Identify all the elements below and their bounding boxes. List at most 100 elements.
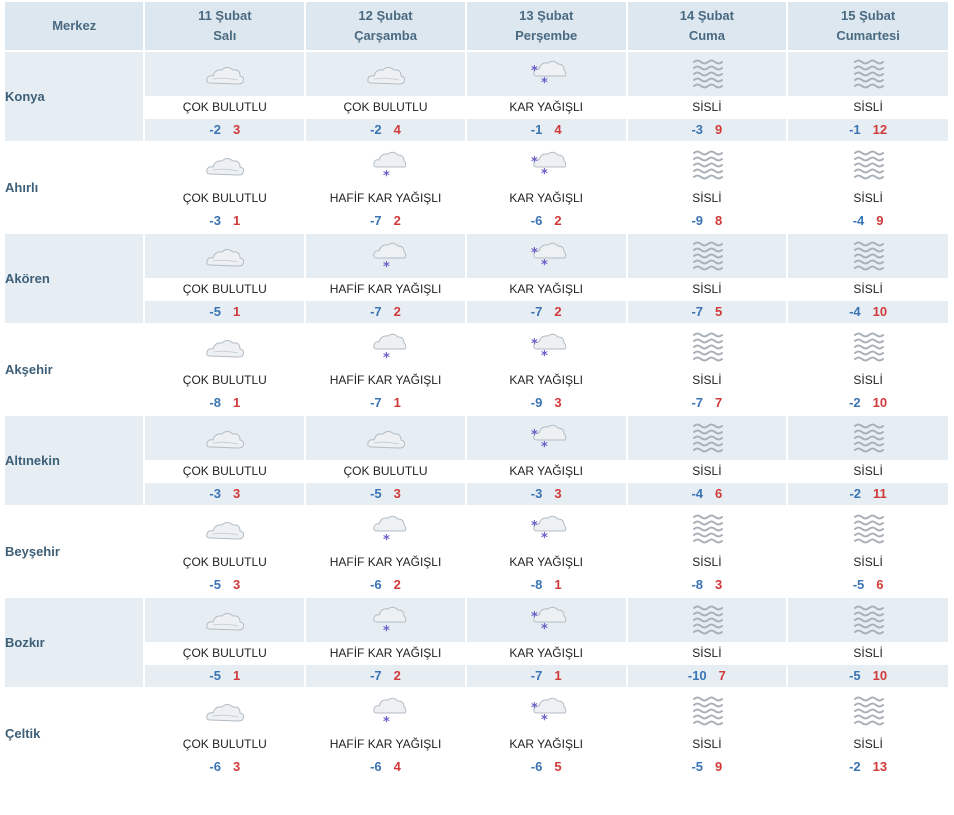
max-temperature: 1 [554,577,562,592]
day-forecast-cell: SİSLİ -5 6 [788,507,948,596]
max-temperature: 12 [872,122,888,137]
max-temperature: 3 [715,577,723,592]
svg-text:*: * [531,701,538,716]
condition-label: HAFİF KAR YAĞIŞLI [306,733,465,756]
day-forecast-cell: ÇOK BULUTLU -5 3 [306,416,465,505]
condition-label: ÇOK BULUTLU [145,369,305,392]
fog-icon [788,325,948,369]
condition-label: ÇOK BULUTLU [306,460,465,483]
condition-label: KAR YAĞIŞLI [466,642,626,665]
min-temperature: -3 [209,213,221,228]
condition-label: SİSLİ [788,187,948,210]
day-forecast-cell: SİSLİ -2 11 [788,416,948,505]
min-temperature: -4 [849,304,861,319]
day-forecast-cell: SİSLİ -9 8 [627,143,787,232]
svg-text:*: * [541,622,548,637]
city-name: Ahırlı [5,143,144,232]
temperature-range: -6 3 [145,756,305,778]
temperature-range: -3 3 [466,483,626,505]
max-temperature: 1 [232,213,241,228]
city-row: Akören ÇOK BULUTLU -5 1 * HAFİF KAR YAĞIŞLI -7… [5,234,948,323]
snow-icon: * * [466,143,626,187]
min-temperature: -7 [691,304,704,319]
min-temperature: -3 [209,486,221,501]
min-temperature: -3 [530,486,543,501]
min-temperature: -9 [691,213,704,228]
fog-icon [627,234,787,278]
condition-label: KAR YAĞIŞLI [466,369,626,392]
condition-label: SİSLİ [788,96,948,119]
day-header: 11 Şubat Salı [145,2,305,50]
day-weekday: Çarşamba [354,28,417,43]
min-temperature: -5 [209,304,221,319]
forecast-table: Merkez 11 Şubat Salı 12 Şubat Çarşamba 13 … [3,0,950,780]
fog-icon [788,598,948,642]
min-temperature: -2 [849,395,861,410]
max-temperature: 2 [393,577,401,592]
temperature-range: -5 6 [788,574,948,596]
city-name: Akşehir [5,325,144,414]
day-forecast-cell: * * KAR YAĞIŞLI -6 2 [466,143,626,232]
fog-icon [627,507,787,551]
city-row: Bozkır ÇOK BULUTLU -5 1 * HAFİF KAR YAĞIŞLI -7… [5,598,948,687]
min-temperature: -2 [209,122,221,137]
condition-label: SİSLİ [627,551,787,574]
max-temperature: 8 [715,213,723,228]
svg-text:*: * [383,351,390,365]
condition-label: HAFİF KAR YAĞIŞLI [306,187,465,210]
temperature-range: -2 10 [788,392,948,414]
city-name: Akören [5,234,144,323]
max-temperature: 4 [393,122,401,137]
temperature-range: -1 4 [466,119,626,141]
light-snow-icon: * [306,689,465,733]
day-forecast-cell: * * KAR YAĞIŞLI -6 5 [466,689,626,778]
city-name: Altınekin [5,416,144,505]
city-row: Beyşehir ÇOK BULUTLU -5 3 * HAFİF KAR YAĞIŞLI… [5,507,948,596]
min-temperature: -7 [530,304,543,319]
min-temperature: -7 [530,668,543,683]
fog-icon [788,234,948,278]
min-temperature: -4 [691,486,704,501]
max-temperature: 7 [718,668,726,683]
min-temperature: -6 [370,577,382,592]
max-temperature: 2 [554,213,562,228]
temperature-range: -7 2 [306,210,465,232]
min-temperature: -5 [209,577,221,592]
condition-label: SİSLİ [627,369,787,392]
temperature-range: -5 1 [145,665,305,687]
svg-text:*: * [531,155,538,170]
day-forecast-cell: ÇOK BULUTLU -3 1 [145,143,305,232]
temperature-range: -7 1 [306,392,465,414]
max-temperature: 3 [232,486,241,501]
temperature-range: -6 2 [466,210,626,232]
max-temperature: 11 [873,486,887,501]
min-temperature: -2 [849,486,862,501]
condition-label: ÇOK BULUTLU [145,551,305,574]
condition-label: SİSLİ [627,642,787,665]
svg-text:*: * [383,715,390,729]
max-temperature: 1 [393,395,401,410]
city-row: Akşehir ÇOK BULUTLU -8 1 * HAFİF KAR YAĞIŞLI -… [5,325,948,414]
day-weekday: Cumartesi [836,28,900,43]
max-temperature: 3 [232,577,241,592]
day-forecast-cell: SİSLİ -1 12 [788,52,948,141]
min-temperature: -7 [370,668,382,683]
min-temperature: -6 [530,759,543,774]
min-temperature: -5 [852,577,865,592]
max-temperature: 3 [232,759,241,774]
day-forecast-cell: SİSLİ -4 9 [788,143,948,232]
max-temperature: 1 [554,668,562,683]
cloudy-icon [145,52,305,96]
temperature-range: -8 1 [145,392,305,414]
temperature-range: -3 9 [627,119,787,141]
day-forecast-cell: ÇOK BULUTLU -5 1 [145,598,305,687]
day-forecast-cell: ÇOK BULUTLU -2 3 [145,52,305,141]
cloudy-icon [145,689,305,733]
svg-text:*: * [531,519,538,534]
day-forecast-cell: SİSLİ -4 10 [788,234,948,323]
temperature-range: -1 12 [788,119,948,141]
day-forecast-cell: SİSLİ -5 10 [788,598,948,687]
day-date: 14 Şubat [679,8,734,23]
condition-label: SİSLİ [627,187,787,210]
temperature-range: -7 2 [466,301,626,323]
